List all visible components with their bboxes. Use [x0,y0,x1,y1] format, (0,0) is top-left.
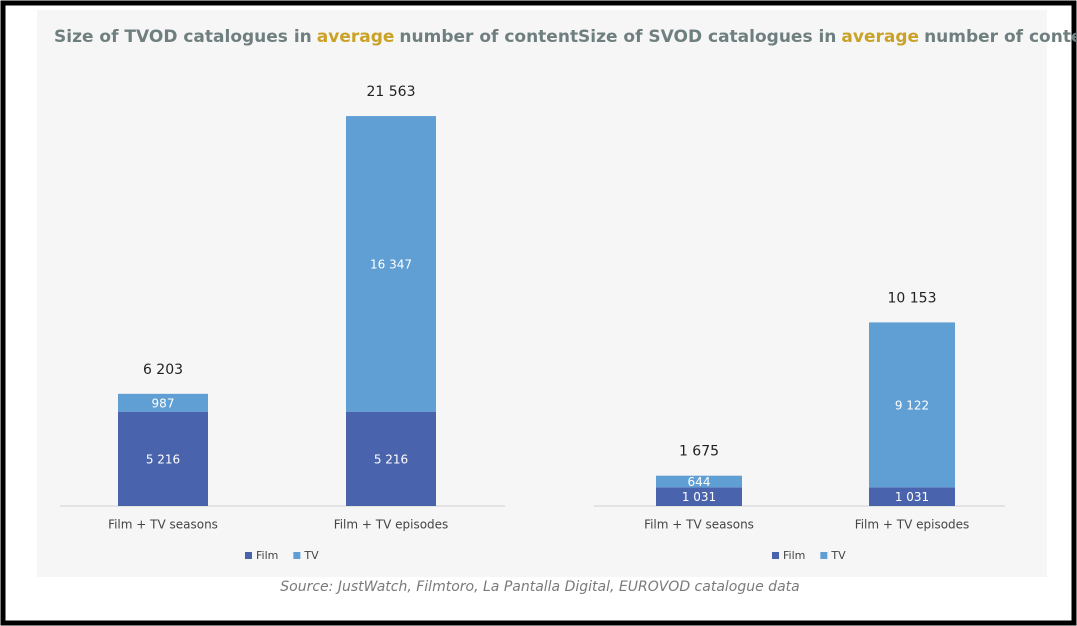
total-label: 1 675 [679,444,719,460]
bar-segment [656,475,742,488]
legend-swatch [245,552,252,559]
x-tick-label: Film + TV episodes [855,518,970,532]
title-part: average [841,27,919,47]
legend-label: TV [303,549,319,562]
bar-segment [118,393,208,412]
value-label: 9 122 [895,398,929,412]
value-label: 5 216 [374,452,408,466]
title-part: number of content [399,27,578,47]
total-label: 6 203 [143,362,183,378]
title-part: Size of SVOD catalogues in [578,27,836,47]
bar-segment [346,116,436,412]
legend-label: Film [256,549,278,562]
legend-label: TV [830,549,846,562]
bar-segment [869,322,955,488]
source: Source: JustWatch, Filmtoro, La Pantalla… [280,579,799,595]
value-label: 1 031 [682,490,716,504]
x-tick-label: Film + TV seasons [108,518,218,532]
title-part: number of content [924,27,1077,47]
bar-segment [869,487,955,506]
legend-swatch [772,552,779,559]
value-label: 644 [688,475,711,489]
x-tick-label: Film + TV episodes [334,518,449,532]
value-label: 5 216 [146,452,180,466]
total-label: 21 563 [367,84,416,100]
value-label: 987 [152,396,175,410]
total-label: 10 153 [888,290,937,306]
bar-segment [346,411,436,506]
legend-swatch [820,552,828,559]
chart-title: Size of TVOD catalogues in average number … [54,27,578,47]
bar-segment [118,411,208,506]
title-part: Size of TVOD catalogues in [54,27,312,47]
title-part: average [317,27,395,47]
legend-swatch [293,552,301,559]
value-label: 1 031 [895,490,929,504]
value-label: 16 347 [370,257,412,271]
bar-segment [656,487,742,506]
legend-label: Film [783,549,805,562]
x-tick-label: Film + TV seasons [644,518,754,532]
chart-title: Size of SVOD catalogues in average number … [578,27,1077,47]
